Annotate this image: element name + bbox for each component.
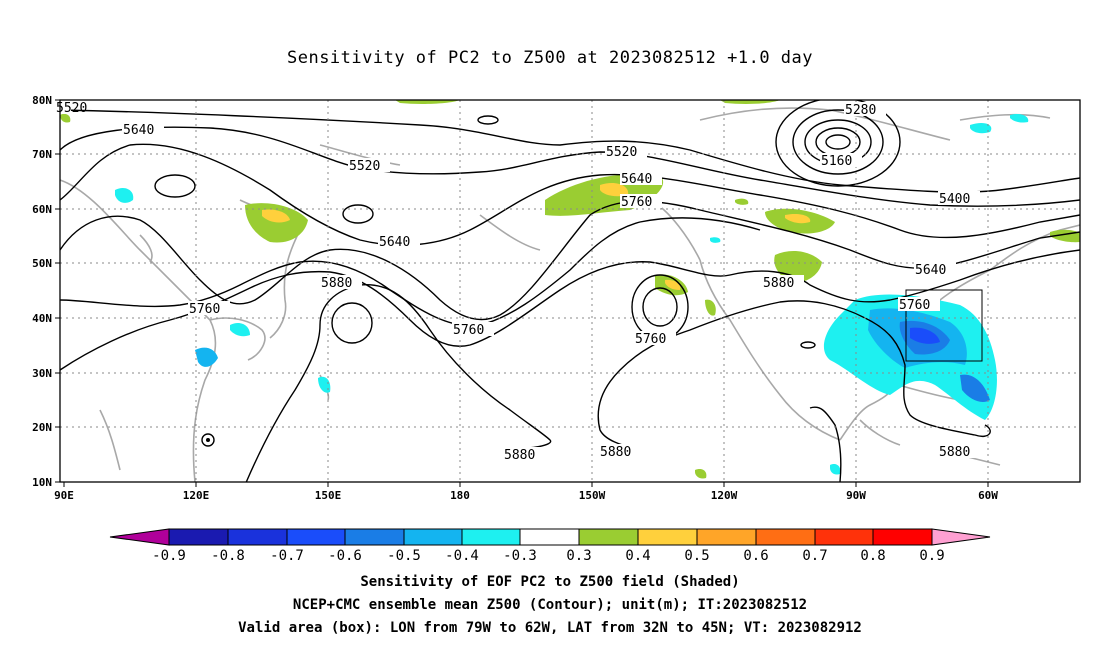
contour-label: 5760 — [453, 323, 484, 338]
lat-label: 80N — [32, 94, 52, 107]
colorbar-arrow-min — [109, 528, 170, 546]
colorbar-swatch — [168, 528, 229, 546]
longitude-labels: 90E 120E 150E 180 150W 120W 90W 60W — [54, 489, 998, 502]
contour-label: 5640 — [621, 172, 652, 187]
plot-frame — [59, 99, 1081, 483]
chart-title: Sensitivity of PC2 to Z500 at 2023082512… — [286, 48, 813, 68]
contour-label: 5160 — [821, 154, 852, 169]
colorbar-swatch — [344, 528, 405, 546]
contour-label: 5760 — [189, 302, 220, 317]
contour-label: 5760 — [621, 195, 652, 210]
lon-label: 180 — [450, 489, 470, 502]
contour-label: 5760 — [635, 332, 666, 347]
colorbar-swatch — [696, 528, 757, 546]
contour-label: 5880 — [600, 445, 631, 460]
colorbar-label: 0.7 — [802, 548, 827, 564]
colorbar-label: 0.3 — [566, 548, 591, 564]
lat-label: 50N — [32, 257, 52, 270]
lat-label: 40N — [32, 312, 52, 325]
contour-label: 5520 — [56, 101, 87, 116]
colorbar: -0.9 -0.8 -0.7 -0.6 -0.5 -0.4 -0.3 0.3 0… — [109, 528, 991, 564]
colorbar-swatch — [578, 528, 639, 546]
lon-label: 60W — [978, 489, 998, 502]
coastlines — [60, 107, 1080, 482]
contour-label: 5280 — [845, 103, 876, 118]
colorbar-label: 0.4 — [625, 548, 650, 564]
colorbar-label: -0.8 — [211, 548, 245, 564]
colorbar-swatch — [637, 528, 698, 546]
caption-shading: Sensitivity of EOF PC2 to Z500 field (Sh… — [360, 574, 740, 590]
contour-label: 5880 — [504, 448, 535, 463]
contour-label: 5520 — [349, 159, 380, 174]
contour-label: 5640 — [123, 123, 154, 138]
colorbar-label: -0.4 — [445, 548, 479, 564]
colorbar-label: -0.3 — [503, 548, 537, 564]
lon-label: 120E — [183, 489, 210, 502]
colorbar-arrow-max — [931, 528, 991, 546]
contour-label: 5400 — [939, 192, 970, 207]
latitude-labels: 80N 70N 60N 50N 40N 30N 20N 10N — [32, 94, 52, 489]
lon-label: 120W — [711, 489, 738, 502]
contour-label: 5640 — [379, 235, 410, 250]
colorbar-swatch — [755, 528, 816, 546]
lon-label: 150W — [579, 489, 606, 502]
contour-label: 5880 — [939, 445, 970, 460]
valid-area-box — [905, 289, 983, 362]
contour-label: 5880 — [321, 276, 352, 291]
colorbar-label: 0.5 — [684, 548, 709, 564]
contour-label: 5520 — [606, 145, 637, 160]
colorbar-label: 0.9 — [919, 548, 944, 564]
colorbar-label: 0.8 — [860, 548, 885, 564]
colorbar-swatch — [461, 528, 521, 546]
caption-valid-area: Valid area (box): LON from 79W to 62W, L… — [238, 620, 862, 636]
colorbar-label: -0.7 — [270, 548, 304, 564]
contour-labels: 5520 5640 5520 5640 5760 5880 5760 5520 … — [55, 100, 980, 463]
contour-label: 5760 — [899, 298, 930, 313]
lon-label: 90W — [846, 489, 866, 502]
lat-label: 30N — [32, 367, 52, 380]
lat-label: 10N — [32, 476, 52, 489]
contour-label: 5640 — [915, 263, 946, 278]
lat-label: 60N — [32, 203, 52, 216]
lon-label: 150E — [315, 489, 342, 502]
colorbar-label: -0.6 — [328, 548, 362, 564]
sensitivity-shading — [60, 100, 1080, 479]
colorbar-label: -0.5 — [387, 548, 421, 564]
colorbar-swatch — [872, 528, 933, 546]
caption-contour: NCEP+CMC ensemble mean Z500 (Contour); u… — [292, 597, 808, 613]
lon-label: 90E — [54, 489, 74, 502]
contour-label: 5880 — [763, 276, 794, 291]
colorbar-label: 0.6 — [743, 548, 768, 564]
lat-label: 20N — [32, 421, 52, 434]
colorbar-swatch — [519, 528, 580, 546]
colorbar-swatch — [814, 528, 874, 546]
colorbar-swatch — [403, 528, 463, 546]
colorbar-swatch — [227, 528, 288, 546]
colorbar-swatch — [286, 528, 346, 546]
gridlines — [60, 100, 1080, 482]
lat-label: 70N — [32, 148, 52, 161]
colorbar-label: -0.9 — [152, 548, 186, 564]
